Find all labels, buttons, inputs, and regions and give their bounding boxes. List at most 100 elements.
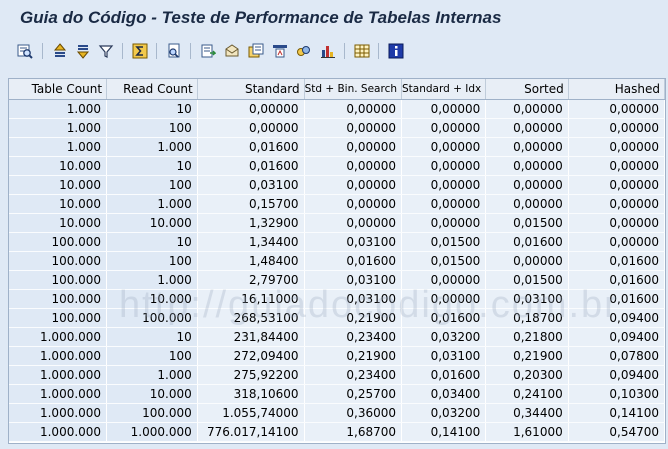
table-row[interactable]: 1.000.000 100.000 1.055,74000 0,36000 0,0320… [9, 403, 665, 423]
table-row[interactable]: 1.000 1.000 0,01600 0,00000 0,00000 0,00000 0,… [9, 137, 665, 157]
table-cell[interactable]: 1.055,74000 [197, 403, 305, 423]
table-cell[interactable]: 0,09400 [568, 327, 665, 347]
bar-chart-icon[interactable] [318, 41, 338, 61]
table-row[interactable]: 100.000 100.000 268,53100 0,21900 0,01600 0,1… [9, 308, 665, 328]
table-row[interactable]: 10.000 10.000 1,32900 0,00000 0,00000 0,01500… [9, 213, 665, 233]
table-cell[interactable]: 0,00000 [401, 175, 487, 195]
table-cell[interactable]: 0,01500 [401, 251, 487, 271]
table-cell[interactable]: 10.000 [106, 213, 198, 233]
table-cell[interactable]: 10.000 [106, 289, 198, 309]
table-cell[interactable]: 0,00000 [485, 251, 569, 271]
table-row[interactable]: 10.000 100 0,03100 0,00000 0,00000 0,00000 0,0… [9, 175, 665, 195]
table-cell[interactable]: 0,00000 [485, 156, 569, 176]
table-cell[interactable]: 1.000 [106, 270, 198, 290]
table-cell[interactable]: 0,01600 [197, 156, 305, 176]
table-cell[interactable]: 1.000 [106, 194, 198, 214]
column-header[interactable]: Hashed [568, 79, 665, 100]
table-cell[interactable]: 10.000 [9, 175, 108, 195]
table-cell[interactable]: 0,21900 [304, 346, 403, 366]
information-icon[interactable] [386, 41, 406, 61]
local-file-icon[interactable] [246, 41, 266, 61]
table-cell[interactable]: 0,14100 [401, 422, 487, 442]
table-cell[interactable]: 0,01600 [197, 137, 305, 157]
column-header[interactable]: Std + Bin. Search [304, 79, 403, 100]
table-cell[interactable]: 100.000 [9, 289, 108, 309]
table-cell[interactable]: 10.000 [106, 384, 198, 404]
table-cell[interactable]: 0,09400 [568, 365, 665, 385]
column-header[interactable]: Read Count [106, 79, 198, 100]
table-cell[interactable]: 0,09400 [568, 308, 665, 328]
table-cell[interactable]: 0,21900 [485, 346, 569, 366]
table-cell[interactable]: 268,53100 [197, 308, 305, 328]
table-cell[interactable]: 1,32900 [197, 213, 305, 233]
table-cell[interactable]: 0,03200 [401, 327, 487, 347]
table-cell[interactable]: 1.000.000 [9, 384, 108, 404]
table-cell[interactable]: 0,00000 [304, 194, 403, 214]
table-row[interactable]: 1.000 100 0,00000 0,00000 0,00000 0,00000 0,00… [9, 118, 665, 138]
table-cell[interactable]: 0,00000 [568, 213, 665, 233]
table-cell[interactable]: 0,00000 [568, 175, 665, 195]
abc-analysis-icon[interactable] [270, 41, 290, 61]
print-preview-icon[interactable] [164, 41, 184, 61]
change-layout-icon[interactable] [352, 41, 372, 61]
table-cell[interactable]: 0,23400 [304, 327, 403, 347]
table-cell[interactable]: 272,09400 [197, 346, 305, 366]
export-icon[interactable] [198, 41, 218, 61]
column-header[interactable]: Sorted [485, 79, 569, 100]
table-row[interactable]: 100.000 100 1,48400 0,01600 0,01500 0,00000 0,… [9, 251, 665, 271]
table-cell[interactable]: 0,01600 [304, 251, 403, 271]
table-cell[interactable]: 0,21800 [485, 327, 569, 347]
table-cell[interactable]: 0,01600 [401, 365, 487, 385]
table-cell[interactable]: 0,01500 [485, 270, 569, 290]
table-row[interactable]: 1.000 10 0,00000 0,00000 0,00000 0,00000 0,000… [9, 99, 665, 119]
table-row[interactable]: 10.000 10 0,01600 0,00000 0,00000 0,00000 0,00… [9, 156, 665, 176]
table-cell[interactable]: 0,00000 [197, 118, 305, 138]
table-cell[interactable]: 0,00000 [485, 175, 569, 195]
table-row[interactable]: 1.000.000 10.000 318,10600 0,25700 0,03400 0,… [9, 384, 665, 404]
table-cell[interactable]: 0,00000 [568, 156, 665, 176]
table-cell[interactable]: 0,36000 [304, 403, 403, 423]
table-cell[interactable]: 0,24100 [485, 384, 569, 404]
table-cell[interactable]: 0,00000 [568, 99, 665, 119]
sort-ascending-icon[interactable] [50, 41, 70, 61]
sort-descending-icon[interactable] [73, 41, 93, 61]
table-cell[interactable]: 0,07800 [568, 346, 665, 366]
table-cell[interactable]: 0,01600 [485, 232, 569, 252]
table-cell[interactable]: 0,00000 [304, 175, 403, 195]
table-cell[interactable]: 0,14100 [568, 403, 665, 423]
table-cell[interactable]: 0,00000 [304, 137, 403, 157]
graphic-icon[interactable] [294, 41, 314, 61]
table-cell[interactable]: 0,01600 [401, 308, 487, 328]
table-cell[interactable]: 275,92200 [197, 365, 305, 385]
table-cell[interactable]: 0,00000 [401, 213, 487, 233]
table-cell[interactable]: 0,03100 [485, 289, 569, 309]
table-cell[interactable]: 0,01600 [568, 289, 665, 309]
table-row[interactable]: 100.000 10 1,34400 0,03100 0,01500 0,01600 0,0… [9, 232, 665, 252]
table-cell[interactable]: 1.000.000 [9, 365, 108, 385]
table-cell[interactable]: 0,00000 [401, 194, 487, 214]
table-cell[interactable]: 0,01600 [568, 251, 665, 271]
table-cell[interactable]: 1.000 [106, 137, 198, 157]
table-cell[interactable]: 0,00000 [401, 137, 487, 157]
table-row[interactable]: 10.000 1.000 0,15700 0,00000 0,00000 0,00000 0… [9, 194, 665, 214]
table-cell[interactable]: 0,18700 [485, 308, 569, 328]
table-cell[interactable]: 0,00000 [568, 118, 665, 138]
table-cell[interactable]: 16,11000 [197, 289, 305, 309]
table-cell[interactable]: 1.000.000 [9, 346, 108, 366]
table-cell[interactable]: 100 [106, 175, 198, 195]
table-cell[interactable]: 1.000 [106, 365, 198, 385]
table-cell[interactable]: 0,34400 [485, 403, 569, 423]
column-header[interactable]: Standard [197, 79, 305, 100]
table-cell[interactable]: 1,48400 [197, 251, 305, 271]
table-cell[interactable]: 0,03100 [197, 175, 305, 195]
details-icon[interactable] [15, 41, 35, 61]
table-cell[interactable]: 0,01500 [485, 213, 569, 233]
table-row[interactable]: 1.000.000 1.000.000 776.017,14100 1,68700 0,… [9, 422, 665, 442]
table-cell[interactable]: 0,00000 [401, 289, 487, 309]
table-cell[interactable]: 1.000 [9, 118, 108, 138]
table-cell[interactable]: 0,03100 [304, 232, 403, 252]
table-cell[interactable]: 100.000 [9, 232, 108, 252]
table-cell[interactable]: 100.000 [106, 308, 198, 328]
table-cell[interactable]: 0,00000 [304, 213, 403, 233]
table-cell[interactable]: 0,00000 [304, 118, 403, 138]
